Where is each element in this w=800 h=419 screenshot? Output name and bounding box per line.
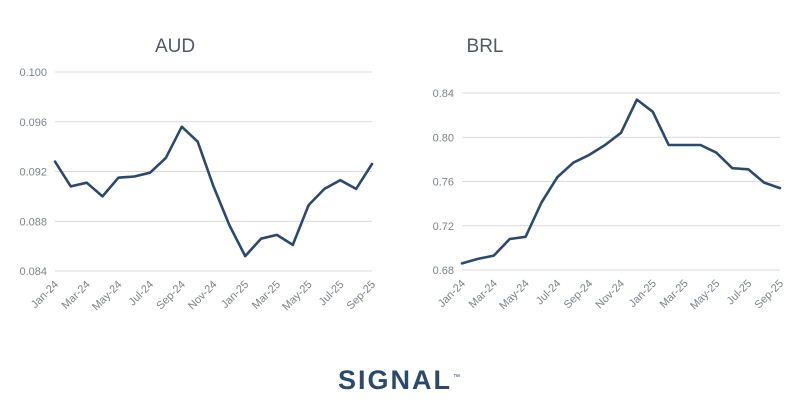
aud-x-tick-label: Nov-24 [186,279,220,313]
aud-data-point [370,162,374,166]
brl-data-point [603,143,607,147]
aud-data-point [101,194,105,198]
brl-data-point [571,161,575,165]
aud-data-point [307,203,311,207]
aud-x-tick-label: Sep-24 [154,279,188,313]
brl-x-tick-label: May-24 [497,278,531,312]
aud-data-point [354,187,358,191]
aud-data-point [243,254,247,258]
brl-y-tick-label: 0.84 [433,88,454,100]
aud-x-tick-label: Mar-24 [60,279,93,312]
aud-x-tick-label: May-24 [90,279,124,313]
logo-trademark: ™ [453,373,462,381]
brl-data-point [762,181,766,185]
aud-y-tick-label: 0.092 [19,167,47,179]
brl-data-point [730,166,734,170]
aud-data-point [85,181,89,185]
aud-x-tick-label: Sep-25 [345,279,379,313]
brl-y-tick-label: 0.72 [433,221,454,233]
aud-series-line [53,125,374,258]
aud-data-point [322,187,326,191]
brl-data-point [651,110,655,114]
brl-data-point [667,143,671,147]
aud-x-tick-label: May-25 [280,279,314,313]
brl-x-tick-label: Sep-24 [562,278,596,312]
brl-data-point [508,237,512,241]
brl-data-point [746,167,750,171]
brl-data-point [524,235,528,239]
aud-y-tick-label: 0.096 [19,117,47,129]
brl-data-point [714,151,718,155]
brl-data-point [699,143,703,147]
aud-data-point [259,237,263,241]
brl-y-tick-label: 0.76 [433,177,454,189]
aud-y-tick-label: 0.100 [19,67,47,79]
brl-y-tick-label: 0.80 [433,132,454,144]
brl-y-axis-ticks: 0.84 0.80 0.76 0.72 0.68 [433,88,454,277]
brl-data-point [635,98,639,102]
brl-data-point [540,201,544,205]
brl-x-tick-label: Jan-25 [627,278,659,310]
aud-data-point [116,176,120,180]
brl-chart-title: BRL [467,36,504,57]
brl-x-tick-label: Jul-24 [534,278,564,308]
aud-chart-title: AUD [155,36,195,57]
aud-y-axis-ticks: 0.100 0.096 0.092 0.088 0.084 [19,67,47,278]
aud-data-point [180,125,184,129]
brl-series-line [460,98,782,265]
aud-data-point [148,171,152,175]
aud-gridlines [55,71,372,272]
brl-data-point [619,131,623,135]
aud-x-tick-label: Jan-25 [219,279,251,311]
logo-text: SIGNAL [337,364,452,395]
aud-data-point [132,174,136,178]
brl-gridlines [462,92,780,271]
aud-data-point [291,243,295,247]
brl-data-point [778,186,782,190]
aud-data-point [227,223,231,227]
aud-y-tick-label: 0.084 [19,266,47,278]
brl-data-point [587,153,591,157]
aud-y-tick-label: 0.088 [19,216,47,228]
brl-y-tick-label: 0.68 [433,265,454,277]
signal-logo: SIGNAL™ [0,360,800,400]
brl-x-tick-label: Sep-25 [753,278,787,312]
aud-data-point [164,156,168,160]
brl-data-point [555,175,559,179]
logo-wordmark: SIGNAL™ [338,365,462,396]
brl-data-point [492,254,496,258]
aud-data-point [338,178,342,182]
brl-data-point [683,143,687,147]
brl-x-tick-label: Jan-24 [436,278,468,310]
aud-x-tick-label: Jul-25 [317,279,347,309]
brl-x-tick-label: Mar-24 [467,278,500,311]
aud-data-point [196,140,200,144]
brl-x-tick-label: May-25 [688,278,722,312]
brl-x-tick-label: Jul-25 [725,278,755,308]
brl-data-point [460,261,464,265]
aud-x-tick-label: Jan-24 [29,279,61,311]
aud-data-point [275,233,279,237]
brl-data-point [476,257,480,261]
aud-data-point [69,184,73,188]
brl-chart: BRL 0.840.800.760.720.68 Jan-24Mar-24May… [433,36,787,312]
brl-x-tick-label: Mar-25 [658,278,691,311]
aud-data-point [212,184,216,188]
aud-data-point [53,160,57,164]
brl-x-tick-label: Nov-24 [594,278,628,312]
aud-x-tick-label: Mar-25 [250,279,283,312]
aud-x-tick-label: Jul-24 [127,279,157,309]
